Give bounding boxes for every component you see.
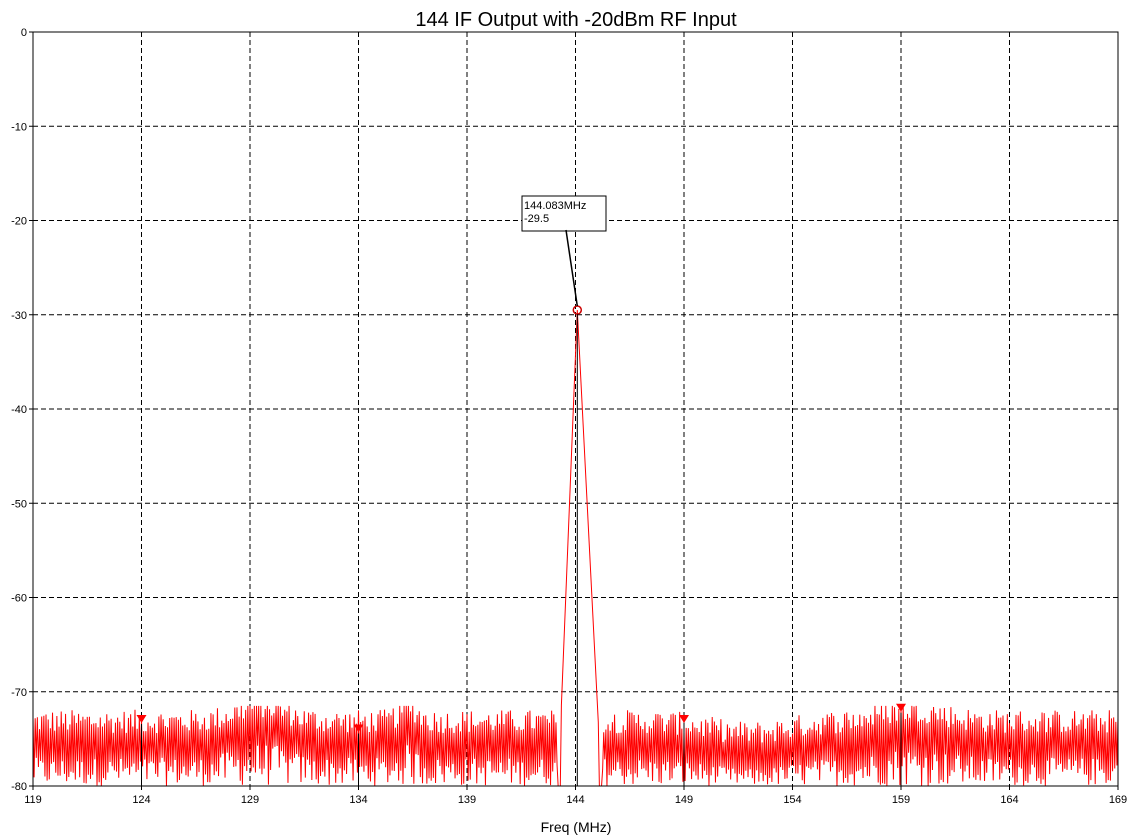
x-tick-label: 119 xyxy=(24,794,42,806)
y-tick-label: 0 xyxy=(21,27,27,39)
marker-triangle xyxy=(136,715,147,724)
y-tick-label: -40 xyxy=(11,404,27,416)
x-tick-label: 144 xyxy=(566,794,584,806)
annotation-leader xyxy=(565,229,579,307)
y-tick-label: -30 xyxy=(11,310,27,322)
spectrum-line xyxy=(32,310,1119,787)
x-tick-label: 129 xyxy=(241,794,259,806)
y-tick-labels: 0 -10 -20 -30 -40 -50 -60 -70 -80 xyxy=(11,27,33,793)
x-axis-title: Freq (MHz) xyxy=(541,819,612,835)
peak-annotation: 144.083MHz -29.5 xyxy=(521,195,607,307)
chart-title: 144 IF Output with -20dBm RF Input xyxy=(415,9,737,31)
y-tick-label: -60 xyxy=(11,593,27,605)
marker-triangle xyxy=(353,724,364,733)
y-tick-label: -80 xyxy=(11,781,27,793)
annotation-value: -29.5 xyxy=(524,213,549,225)
x-tick-label: 154 xyxy=(783,794,801,806)
x-tick-label: 139 xyxy=(458,794,476,806)
y-tick-label: -10 xyxy=(11,121,27,133)
x-tick-label: 164 xyxy=(1000,794,1018,806)
y-tick-label: -50 xyxy=(11,498,27,510)
x-tick-label: 124 xyxy=(132,794,150,806)
marker-layer xyxy=(136,305,906,786)
annotation-frequency: 144.083MHz xyxy=(524,200,586,212)
marker-triangle xyxy=(679,715,689,724)
x-tick-label: 134 xyxy=(349,794,367,806)
x-tick-label: 159 xyxy=(892,794,910,806)
y-tick-label: -20 xyxy=(11,216,27,228)
x-tick-label: 149 xyxy=(675,794,693,806)
marker-triangle xyxy=(896,703,906,712)
x-tick-labels: 119 124 129 134 139 144 149 154 159 164 169 xyxy=(24,786,1127,806)
grid-lines xyxy=(33,32,1118,786)
y-tick-label: -70 xyxy=(11,687,27,699)
x-tick-label: 169 xyxy=(1109,794,1127,806)
spectrum-trace xyxy=(32,310,1119,787)
annotation-box xyxy=(521,195,607,232)
